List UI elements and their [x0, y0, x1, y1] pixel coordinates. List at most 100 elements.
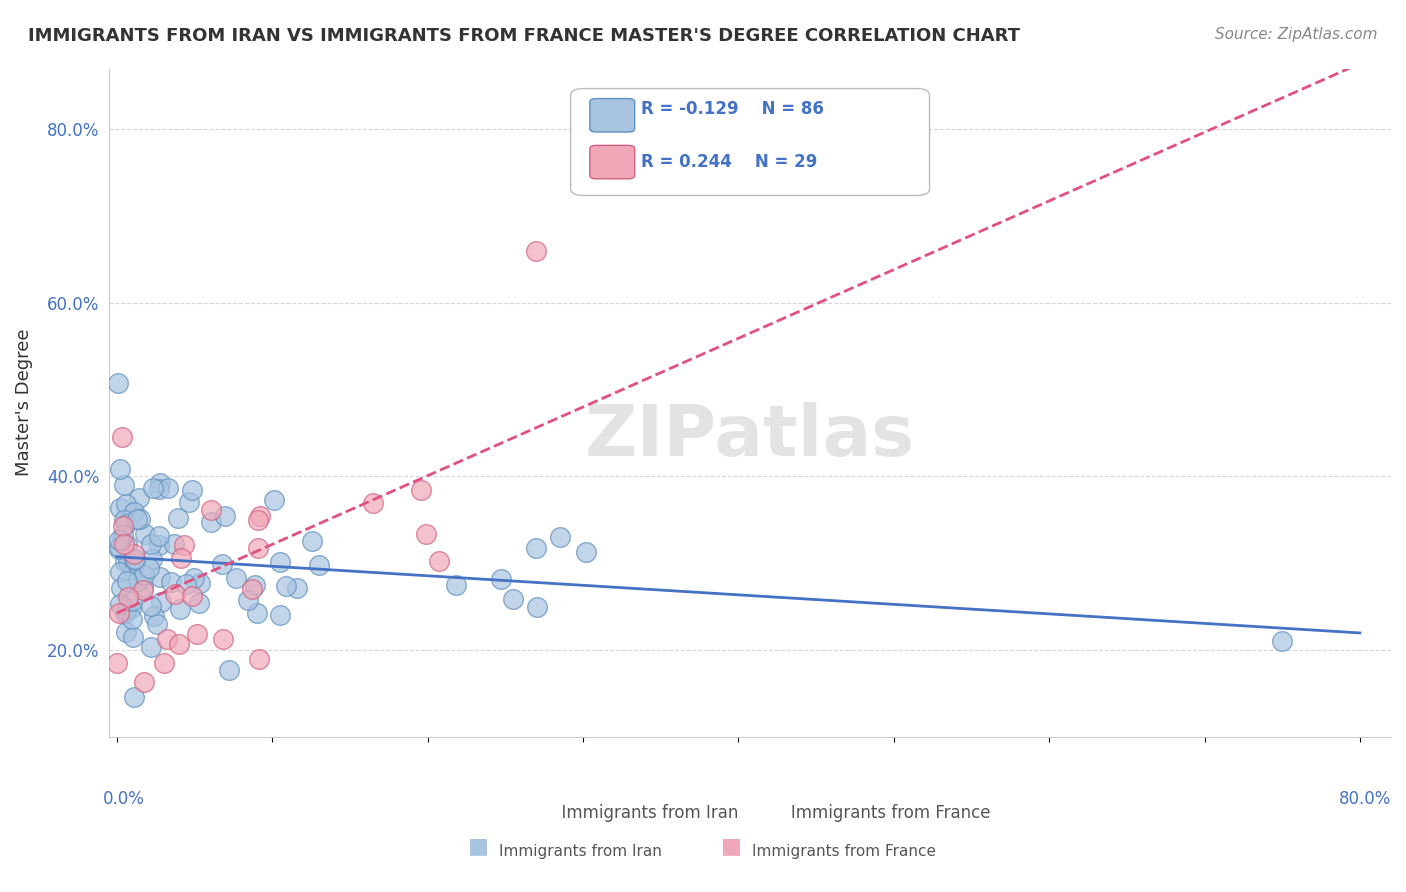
Point [177, 495, 200, 509]
Point [550, 530, 572, 544]
Point [148, 482, 170, 496]
Point [146, 617, 169, 632]
Point [263, 493, 285, 508]
Point [115, 497, 138, 511]
Point [285, 582, 308, 596]
Point [269, 608, 291, 623]
Point [108, 606, 131, 620]
Point [121, 612, 143, 626]
Point [117, 590, 139, 604]
Point [1271, 634, 1294, 648]
FancyBboxPatch shape [591, 99, 634, 132]
Point [112, 478, 135, 492]
Point [429, 554, 451, 568]
Point [134, 526, 156, 541]
Point [245, 578, 267, 592]
Point [491, 572, 513, 586]
Point [149, 475, 172, 490]
Point [159, 574, 181, 589]
Point [111, 430, 134, 444]
Text: 0.0%: 0.0% [103, 790, 145, 808]
Point [117, 538, 139, 552]
Point [142, 481, 165, 495]
Point [167, 637, 190, 651]
Y-axis label: Master's Degree: Master's Degree [15, 329, 32, 476]
Point [274, 579, 297, 593]
Text: ■: ■ [721, 836, 741, 855]
Point [142, 609, 165, 624]
Point [115, 574, 138, 588]
Point [247, 651, 270, 665]
Point [181, 483, 204, 497]
Point [108, 462, 131, 476]
Point [173, 538, 195, 552]
Text: Immigrants from Iran          Immigrants from France: Immigrants from Iran Immigrants from Fra… [509, 804, 991, 822]
Point [415, 526, 437, 541]
Point [114, 516, 136, 531]
Point [107, 376, 129, 390]
Point [122, 505, 145, 519]
Point [110, 597, 132, 611]
Point [115, 625, 138, 640]
Point [108, 542, 131, 557]
Point [214, 508, 236, 523]
Point [247, 541, 270, 555]
Point [249, 508, 271, 523]
Point [111, 519, 134, 533]
Point [575, 545, 598, 559]
Point [122, 630, 145, 644]
Point [127, 512, 149, 526]
Point [148, 528, 170, 542]
Text: Immigrants from Iran: Immigrants from Iran [499, 845, 662, 859]
Point [218, 663, 240, 677]
Point [200, 503, 222, 517]
Point [128, 512, 150, 526]
Point [120, 601, 142, 615]
Point [163, 587, 186, 601]
Point [128, 491, 150, 505]
Point [114, 606, 136, 620]
Point [124, 553, 146, 567]
Point [122, 563, 145, 577]
Text: ■: ■ [468, 836, 488, 855]
Point [308, 558, 330, 573]
FancyBboxPatch shape [591, 145, 634, 178]
Point [107, 656, 129, 670]
Text: R = 0.244    N = 29: R = 0.244 N = 29 [641, 153, 817, 171]
Point [167, 511, 190, 525]
Point [112, 513, 135, 527]
Point [301, 534, 323, 549]
Point [150, 594, 173, 608]
Point [170, 550, 193, 565]
Text: R = -0.129    N = 86: R = -0.129 N = 86 [641, 100, 824, 118]
Point [242, 582, 264, 597]
Point [122, 547, 145, 561]
Point [132, 567, 155, 582]
Point [200, 515, 222, 529]
Point [111, 533, 134, 548]
Point [188, 576, 211, 591]
Point [138, 561, 160, 575]
Point [526, 600, 548, 615]
Point [127, 574, 149, 589]
Point [186, 627, 208, 641]
Point [188, 596, 211, 610]
Point [114, 556, 136, 570]
Text: Source: ZipAtlas.com: Source: ZipAtlas.com [1215, 27, 1378, 42]
Point [526, 244, 548, 258]
Point [108, 500, 131, 515]
Point [132, 580, 155, 594]
Point [107, 540, 129, 554]
Point [156, 632, 179, 647]
Point [444, 578, 467, 592]
Point [269, 555, 291, 569]
Point [247, 513, 270, 527]
Point [211, 557, 233, 571]
Point [180, 589, 202, 603]
Point [225, 571, 247, 585]
Point [183, 570, 205, 584]
FancyBboxPatch shape [571, 88, 929, 195]
Point [131, 583, 153, 598]
Point [111, 528, 134, 542]
Point [139, 640, 162, 654]
